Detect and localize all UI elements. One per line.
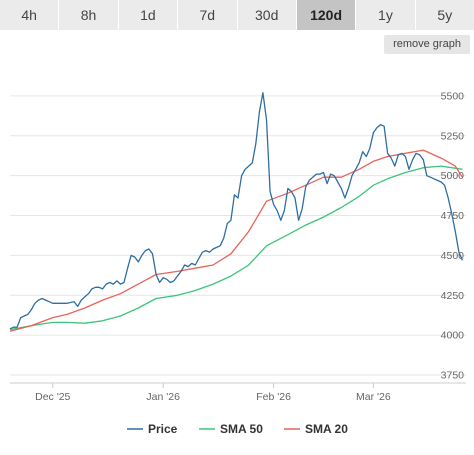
chart-legend: Price SMA 50 SMA 20 xyxy=(127,422,348,436)
tab-120d[interactable]: 120d xyxy=(296,0,357,30)
tab-5y[interactable]: 5y xyxy=(415,0,474,30)
chart-series xyxy=(9,92,463,332)
y-tick-label: 4000 xyxy=(441,330,465,342)
tab-7d[interactable]: 7d xyxy=(178,0,238,30)
legend-label-price[interactable]: Price xyxy=(148,422,178,436)
tab-1y[interactable]: 1y xyxy=(356,0,416,30)
tab-1d[interactable]: 1d xyxy=(118,0,179,30)
series-line-price xyxy=(9,92,463,330)
x-tick-label: Feb '26 xyxy=(256,391,291,403)
y-tick-label: 5000 xyxy=(441,170,465,182)
tab-8h[interactable]: 8h xyxy=(59,0,119,30)
legend-label-sma50[interactable]: SMA 50 xyxy=(220,422,263,436)
chart-grid xyxy=(10,95,466,384)
tab-30d[interactable]: 30d xyxy=(237,0,297,30)
y-tick-label: 4250 xyxy=(441,290,465,302)
remove-graph-button[interactable]: remove graph xyxy=(384,35,470,54)
series-line-sma-50 xyxy=(9,165,463,331)
y-tick-label: 5500 xyxy=(441,90,465,102)
y-tick-label: 3750 xyxy=(441,370,465,382)
y-tick-label: 5250 xyxy=(441,130,465,142)
timeframe-tabs: 4h 8h 1d 7d 30d 120d 1y 5y xyxy=(0,0,474,30)
x-tick-label: Mar '26 xyxy=(356,391,391,403)
series-line-sma-20 xyxy=(9,149,463,332)
y-tick-label: 4500 xyxy=(441,250,465,262)
x-tick-label: Dec '25 xyxy=(35,391,70,403)
legend-label-sma20[interactable]: SMA 20 xyxy=(305,422,348,436)
x-axis-ticks: Dec '25 Jan '26 Feb '26 Mar '26 xyxy=(35,383,391,403)
x-tick-label: Jan '26 xyxy=(146,391,180,403)
tab-4h[interactable]: 4h xyxy=(0,0,60,30)
